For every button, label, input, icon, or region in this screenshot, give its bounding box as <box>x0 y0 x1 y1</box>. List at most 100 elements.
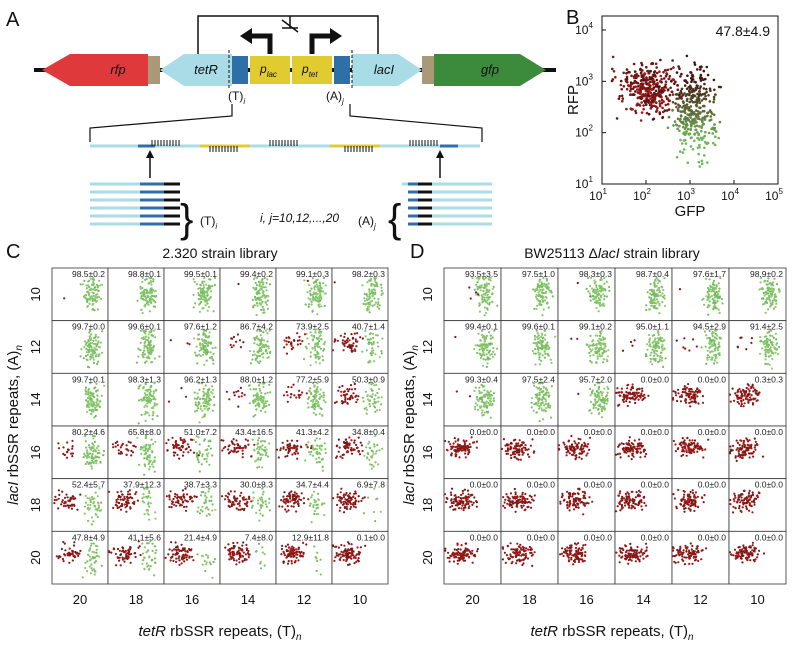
dot <box>153 557 156 560</box>
dot <box>338 386 341 389</box>
dot <box>299 342 302 345</box>
dot <box>281 441 284 444</box>
dot <box>94 339 97 342</box>
dot <box>592 289 596 292</box>
dot <box>266 356 269 359</box>
dot <box>177 557 180 560</box>
dot <box>258 405 261 408</box>
dot <box>183 496 186 499</box>
dot <box>646 291 649 294</box>
dot <box>204 501 208 504</box>
dot <box>200 555 204 558</box>
cell-scatter <box>531 329 557 366</box>
dot <box>339 506 342 509</box>
dot <box>317 456 321 459</box>
scatter-dot <box>706 73 710 77</box>
dot <box>86 503 89 507</box>
dot <box>316 444 319 447</box>
dot <box>88 409 91 412</box>
dot <box>198 310 201 313</box>
dot <box>189 496 192 499</box>
dot <box>351 397 354 400</box>
dot <box>200 347 203 350</box>
dot <box>546 341 549 344</box>
dot <box>88 346 91 349</box>
gene-label: gfp <box>481 62 499 77</box>
dot <box>176 453 179 456</box>
cell-value: 98.3±0.3 <box>579 269 612 279</box>
dot <box>213 403 216 407</box>
dot <box>719 276 722 280</box>
dot <box>302 358 306 361</box>
dot <box>310 392 313 396</box>
scatter-dot <box>625 107 628 111</box>
dot <box>84 386 88 389</box>
dot <box>138 463 141 466</box>
dot <box>291 545 294 548</box>
dot <box>342 511 346 514</box>
scatter-dot <box>678 124 681 128</box>
dot <box>245 502 248 505</box>
dot <box>115 564 118 567</box>
scatter-dot <box>679 75 682 78</box>
dot <box>376 305 379 308</box>
dot <box>212 352 215 355</box>
dot <box>284 545 287 548</box>
dot <box>268 283 272 286</box>
dot <box>233 546 236 549</box>
y-axis-label: lacI rbSSR repeats, (A)n <box>5 345 25 505</box>
dot <box>307 283 311 287</box>
dot <box>251 354 254 357</box>
dot <box>63 502 66 505</box>
dot <box>197 292 200 295</box>
dot <box>313 298 316 301</box>
dot <box>143 473 146 476</box>
dot <box>194 351 197 354</box>
dot <box>360 444 363 447</box>
dot <box>144 436 148 439</box>
dot <box>100 351 104 354</box>
dot <box>546 352 549 355</box>
dot <box>285 390 288 394</box>
dot <box>653 291 656 294</box>
dot <box>93 349 96 353</box>
cell-value: 6.9±7.8 <box>357 480 386 490</box>
dot <box>653 297 656 300</box>
dot <box>91 298 94 301</box>
dot <box>91 443 95 446</box>
dot <box>151 450 154 453</box>
dot <box>294 501 298 504</box>
dot <box>181 489 185 492</box>
dot <box>595 289 598 292</box>
dot <box>207 341 210 345</box>
dot <box>258 465 261 468</box>
dot <box>144 361 147 364</box>
dot <box>315 342 318 345</box>
dot <box>262 449 265 452</box>
dot <box>538 278 541 281</box>
dot <box>114 503 117 506</box>
dot <box>264 410 267 413</box>
dot <box>764 291 767 294</box>
dot <box>310 300 313 303</box>
dot <box>96 362 99 366</box>
dot <box>196 404 199 408</box>
dot <box>248 495 251 498</box>
dot <box>550 361 553 364</box>
dot <box>237 550 240 554</box>
dot <box>275 448 279 451</box>
dot <box>195 397 199 400</box>
dot <box>713 286 716 289</box>
dot <box>534 341 538 344</box>
dot <box>57 489 61 492</box>
dot <box>323 502 326 505</box>
dot <box>131 451 135 454</box>
dot <box>333 281 336 284</box>
dot <box>282 394 286 397</box>
dot <box>139 287 142 290</box>
dot <box>153 545 156 548</box>
dot <box>209 447 212 450</box>
cell-frame <box>331 372 389 427</box>
dot <box>150 329 153 332</box>
dot <box>320 444 323 448</box>
